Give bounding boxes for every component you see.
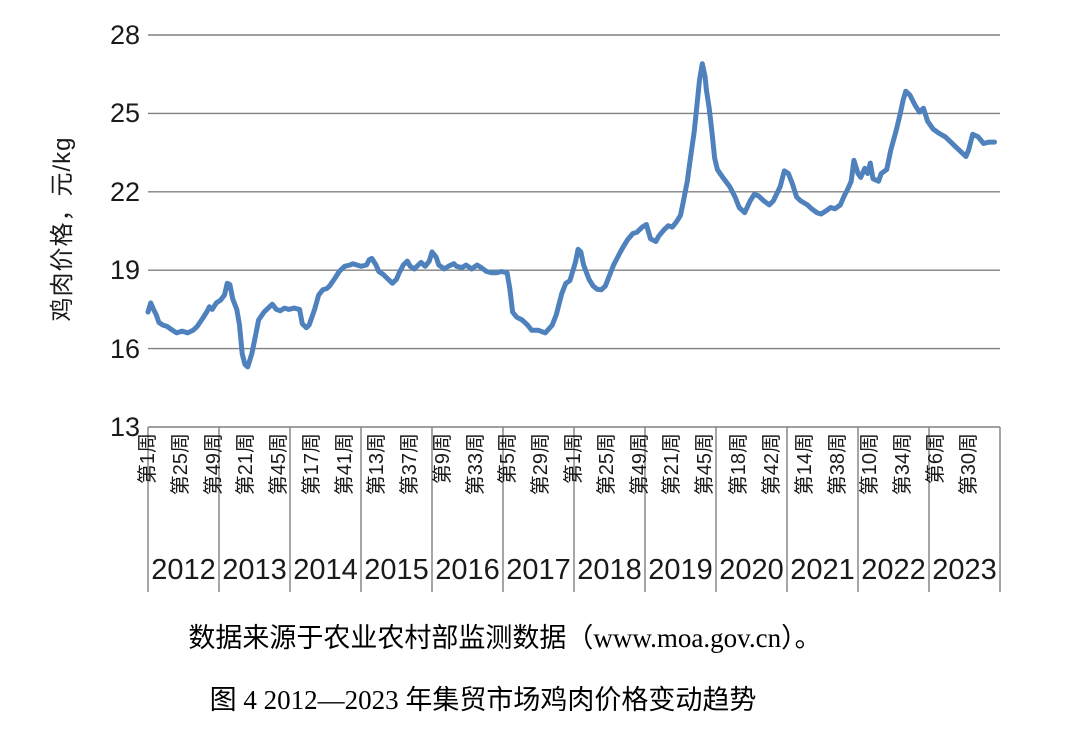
year-label: 2018	[577, 554, 642, 586]
week-tick-label: 第33周	[464, 433, 487, 496]
year-label: 2015	[364, 554, 429, 586]
year-label: 2012	[151, 554, 216, 586]
week-tick-label: 第17周	[300, 433, 323, 496]
week-tick-label: 第1周	[137, 433, 159, 485]
week-tick-label: 第18周	[728, 433, 751, 496]
y-tick-label: 13	[109, 412, 140, 442]
week-tick-label: 第10周	[859, 433, 882, 496]
y-tick-label: 19	[109, 255, 140, 286]
year-label: 2013	[222, 554, 287, 586]
y-axis-title: 鸡肉价格，元/kg	[49, 136, 76, 322]
price-line-chart	[145, 34, 1001, 592]
y-tick-label: 16	[109, 333, 140, 364]
week-tick-label: 第34周	[892, 433, 915, 496]
week-tick-label: 第30周	[957, 433, 980, 496]
year-label: 2021	[790, 554, 855, 586]
week-tick-label: 第49周	[202, 433, 225, 496]
week-tick-label: 第37周	[399, 433, 422, 496]
week-tick-label: 第1周	[563, 433, 585, 485]
week-tick-label: 第25周	[169, 433, 192, 496]
week-tick-label: 第14周	[793, 433, 816, 496]
week-tick-label: 第25周	[595, 433, 618, 496]
week-tick-label: 第21周	[661, 433, 684, 496]
year-label: 2019	[648, 554, 713, 586]
week-tick-label: 第41周	[333, 433, 356, 496]
week-tick-label: 第29周	[530, 433, 553, 496]
week-tick-label: 第9周	[431, 433, 454, 485]
week-tick-label: 第45周	[694, 433, 717, 496]
year-label: 2017	[506, 554, 571, 586]
price-line-series	[145, 61, 997, 370]
week-tick-label: 第42周	[760, 433, 783, 496]
y-tick-label: 28	[109, 20, 140, 50]
week-tick-label: 第45周	[268, 433, 291, 496]
y-tick-label: 22	[109, 176, 140, 207]
week-tick-label: 第13周	[366, 433, 389, 496]
y-tick-label: 25	[109, 98, 140, 129]
week-tick-label: 第21周	[235, 433, 258, 496]
year-label: 2020	[719, 554, 784, 586]
year-label: 2014	[293, 554, 358, 586]
week-tick-label: 第5周	[497, 433, 520, 485]
year-label: 2016	[435, 554, 500, 586]
year-label: 2023	[932, 554, 997, 586]
year-label: 2022	[861, 554, 926, 586]
week-tick-label: 第49周	[628, 433, 651, 496]
week-tick-label: 第6周	[924, 433, 947, 485]
source-caption: 数据来源于农业农村部监测数据（www.moa.gov.cn）。	[188, 623, 822, 653]
figure-title: 图 4 2012—2023 年集贸市场鸡肉价格变动趋势	[209, 685, 757, 715]
week-tick-label: 第38周	[826, 433, 849, 496]
